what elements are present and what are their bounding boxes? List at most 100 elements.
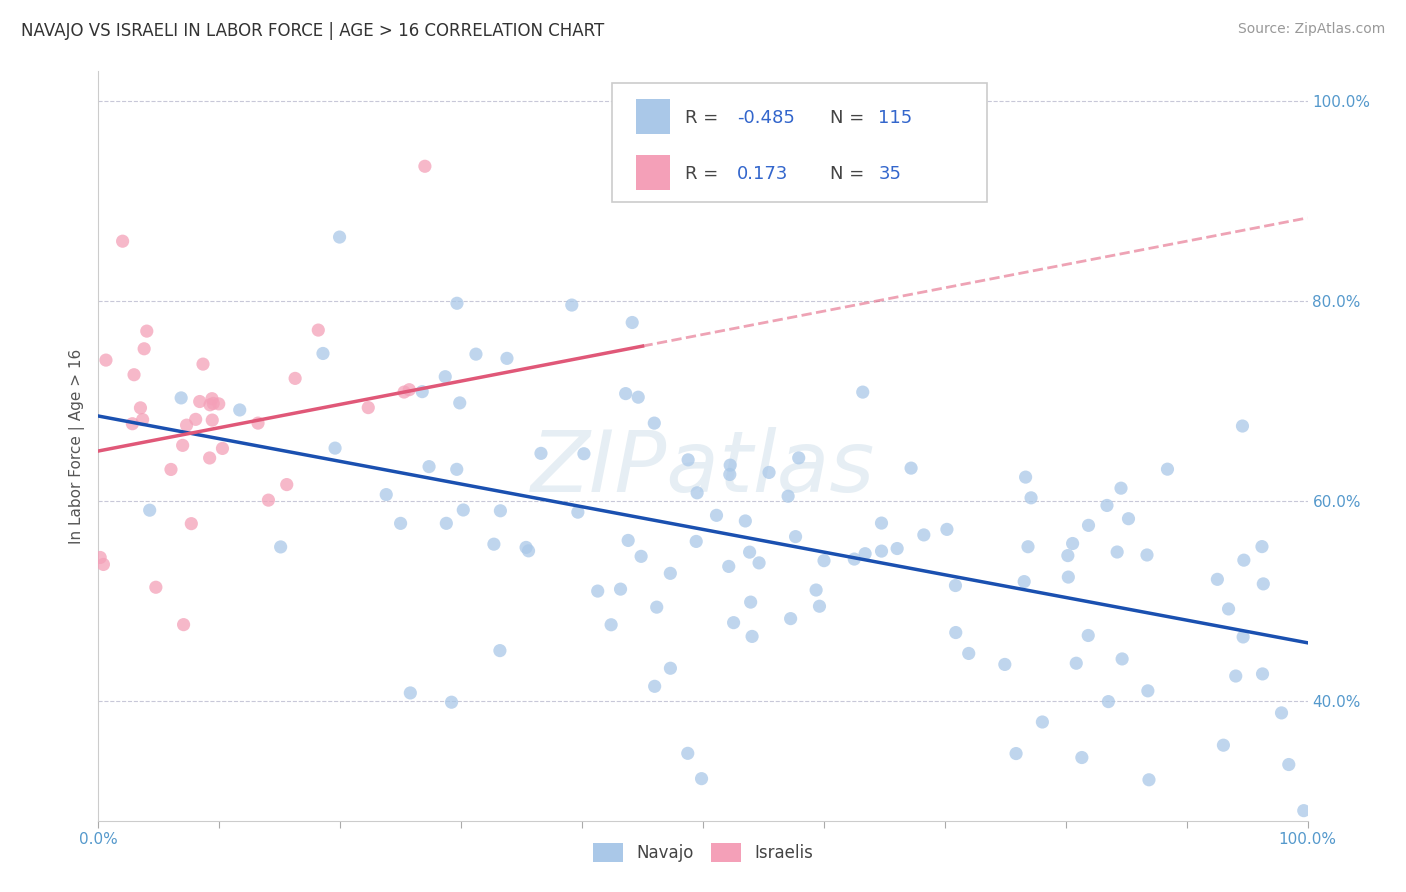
Point bbox=[434, 516, 457, 531]
Text: Source: ZipAtlas.com: Source: ZipAtlas.com bbox=[1237, 22, 1385, 37]
Point bbox=[1253, 577, 1275, 591]
Point bbox=[1056, 549, 1078, 563]
Point bbox=[945, 578, 967, 592]
Point bbox=[93, 558, 115, 572]
Point bbox=[659, 661, 682, 675]
Point bbox=[135, 324, 157, 338]
Point bbox=[1225, 669, 1247, 683]
Point bbox=[561, 298, 583, 312]
Point bbox=[886, 541, 908, 556]
Point bbox=[284, 371, 307, 385]
Point bbox=[413, 159, 436, 173]
Point bbox=[465, 347, 488, 361]
Point bbox=[111, 234, 134, 248]
Text: 115: 115 bbox=[879, 109, 912, 127]
Point bbox=[446, 462, 468, 476]
Point bbox=[870, 516, 893, 530]
Point bbox=[1111, 652, 1133, 666]
Point bbox=[1251, 667, 1274, 681]
Point bbox=[741, 629, 763, 643]
Point bbox=[1014, 470, 1036, 484]
Point bbox=[1233, 553, 1256, 567]
Point bbox=[1136, 548, 1159, 562]
Point bbox=[188, 394, 211, 409]
Point bbox=[129, 401, 152, 415]
FancyBboxPatch shape bbox=[613, 83, 987, 202]
Text: ZIPatlas: ZIPatlas bbox=[531, 427, 875, 510]
Point bbox=[1031, 714, 1053, 729]
Point bbox=[307, 323, 329, 337]
Point bbox=[1232, 630, 1254, 644]
Point bbox=[517, 544, 540, 558]
Point bbox=[808, 599, 831, 614]
Point bbox=[785, 530, 807, 544]
Point bbox=[1109, 481, 1132, 495]
Point bbox=[1251, 540, 1274, 554]
Point bbox=[586, 584, 609, 599]
Point bbox=[229, 403, 252, 417]
Point bbox=[609, 582, 631, 596]
Point bbox=[1137, 772, 1160, 787]
Point bbox=[723, 615, 745, 630]
Point bbox=[1097, 695, 1119, 709]
Point bbox=[852, 385, 875, 400]
Point bbox=[1232, 419, 1254, 434]
Point bbox=[138, 503, 160, 517]
Text: -0.485: -0.485 bbox=[737, 109, 794, 127]
Point bbox=[870, 544, 893, 558]
Point bbox=[201, 413, 224, 427]
Point bbox=[1064, 657, 1087, 671]
Point bbox=[1005, 747, 1028, 761]
Point bbox=[912, 528, 935, 542]
Bar bbox=[637, 155, 671, 191]
Point bbox=[145, 580, 167, 594]
Point bbox=[621, 316, 644, 330]
Point bbox=[844, 552, 866, 566]
Point bbox=[257, 493, 280, 508]
Point bbox=[489, 504, 512, 518]
Point bbox=[779, 612, 801, 626]
Point bbox=[392, 385, 415, 400]
Point bbox=[734, 514, 756, 528]
Point bbox=[434, 369, 457, 384]
Point bbox=[900, 461, 922, 475]
Point bbox=[375, 487, 398, 501]
Point bbox=[1095, 499, 1118, 513]
Point bbox=[211, 442, 233, 456]
Point bbox=[1107, 545, 1129, 559]
Text: N =: N = bbox=[830, 165, 870, 183]
Point bbox=[778, 489, 800, 503]
Point bbox=[276, 477, 298, 491]
Text: NAVAJO VS ISRAELI IN LABOR FORCE | AGE > 16 CORRELATION CHART: NAVAJO VS ISRAELI IN LABOR FORCE | AGE >… bbox=[21, 22, 605, 40]
Point bbox=[813, 554, 835, 568]
Point bbox=[659, 566, 682, 581]
Point bbox=[496, 351, 519, 366]
Point bbox=[935, 522, 957, 536]
Point bbox=[131, 412, 153, 426]
Point bbox=[198, 398, 221, 412]
Point bbox=[172, 438, 194, 452]
Point bbox=[614, 386, 637, 401]
Point bbox=[600, 617, 623, 632]
Text: R =: R = bbox=[685, 165, 724, 183]
Point bbox=[1062, 536, 1084, 550]
Point bbox=[1292, 804, 1315, 818]
Point bbox=[630, 549, 652, 564]
Point bbox=[676, 453, 699, 467]
Point bbox=[686, 485, 709, 500]
Point bbox=[482, 537, 505, 551]
Point bbox=[1118, 512, 1140, 526]
Text: 35: 35 bbox=[879, 165, 901, 183]
Point bbox=[1212, 738, 1234, 752]
Point bbox=[853, 547, 876, 561]
Point bbox=[994, 657, 1017, 672]
Point bbox=[89, 550, 111, 565]
Point bbox=[957, 647, 980, 661]
Point bbox=[1156, 462, 1178, 476]
Point bbox=[399, 686, 422, 700]
Point bbox=[644, 679, 666, 693]
Bar bbox=[637, 99, 671, 135]
Point bbox=[121, 417, 143, 431]
Point bbox=[398, 383, 420, 397]
Point bbox=[758, 466, 780, 480]
